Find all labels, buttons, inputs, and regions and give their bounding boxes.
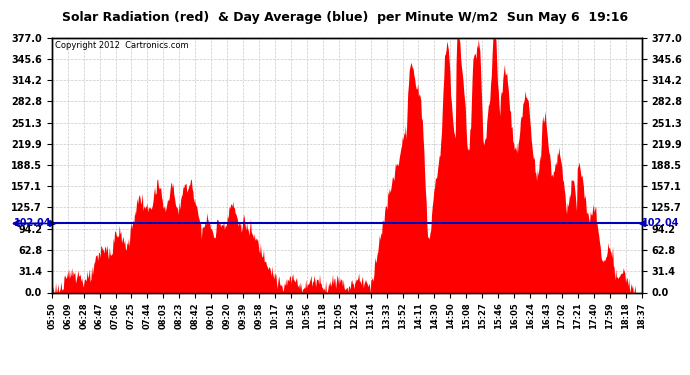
Text: Copyright 2012  Cartronics.com: Copyright 2012 Cartronics.com (55, 41, 188, 50)
Text: Solar Radiation (red)  & Day Average (blue)  per Minute W/m2  Sun May 6  19:16: Solar Radiation (red) & Day Average (blu… (62, 11, 628, 24)
Text: 102.04: 102.04 (14, 219, 51, 228)
Text: 102.04: 102.04 (642, 219, 680, 228)
